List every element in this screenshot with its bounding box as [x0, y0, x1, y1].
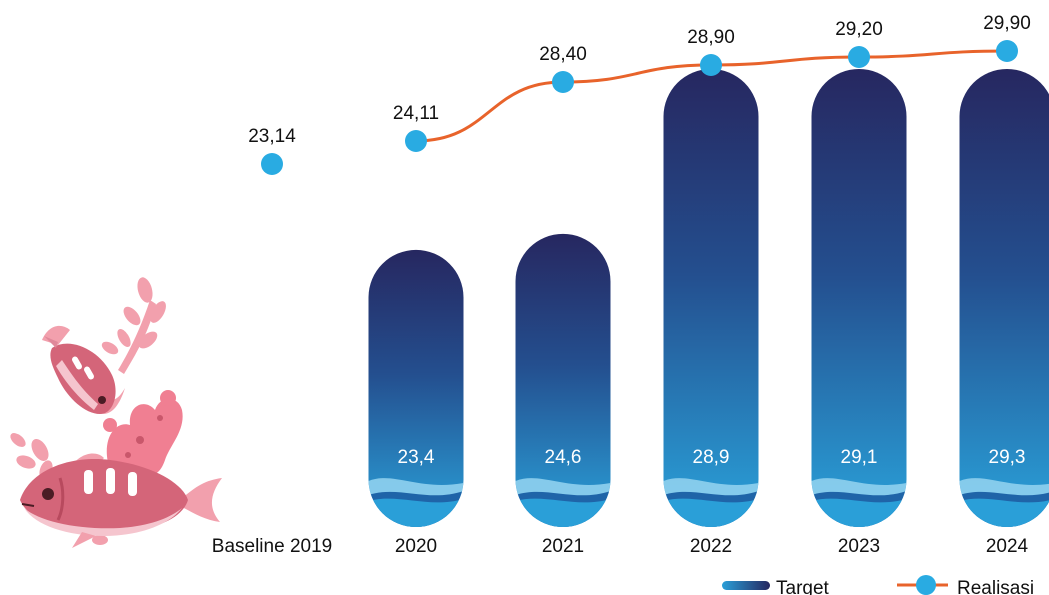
legend-realisasi-label: Realisasi — [957, 578, 1034, 595]
target-value-label: 23,4 — [398, 447, 435, 468]
legend-target-label: Target — [776, 578, 830, 595]
target-bar-2022: 28,9 — [663, 69, 759, 527]
realisasi-value-label: 28,90 — [687, 27, 735, 48]
x-tick-label: 2024 — [986, 536, 1029, 557]
x-tick-label: 2023 — [838, 536, 880, 557]
realisasi-point-2024 — [996, 40, 1018, 62]
fish-coral-illustration — [10, 277, 222, 548]
x-axis-ticks: Baseline 2019 2020 2021 2022 2023 2024 — [212, 536, 1029, 557]
target-bar-2024: 29,3 — [959, 69, 1049, 527]
realisasi-point-Baseline 2019 — [261, 153, 283, 175]
realisasi-value-label: 28,40 — [539, 44, 587, 65]
realisasi-point-2022 — [700, 54, 722, 76]
target-bar-wave — [811, 478, 907, 527]
realisasi-value-label: 29,20 — [835, 19, 883, 40]
realisasi-value-label: 24,11 — [393, 103, 439, 124]
target-bars: 23,4 24,6 28,9 29,1 29,3 — [368, 69, 1049, 528]
target-value-label: 28,9 — [693, 447, 730, 468]
target-bar-body — [959, 69, 1049, 527]
target-bar-wave — [515, 478, 611, 527]
target-bar-2020: 23,4 — [368, 249, 464, 527]
target-value-label: 29,1 — [841, 447, 878, 468]
realisasi-point-2020 — [405, 130, 427, 152]
realisasi-line-layer: 23,14 24,11 28,40 28,90 29,20 29,90 — [248, 13, 1031, 175]
target-bar-body — [515, 233, 611, 528]
x-tick-label: 2021 — [542, 536, 584, 557]
x-tick-label: 2020 — [395, 536, 437, 557]
realisasi-point-2023 — [848, 46, 870, 68]
target-bar-body — [663, 69, 759, 527]
target-bar-2021: 24,6 — [515, 233, 611, 528]
legend-target-swatch — [722, 581, 770, 590]
target-bar-body — [811, 69, 907, 527]
target-bar-wave — [663, 478, 759, 527]
realisasi-point-2021 — [552, 71, 574, 93]
x-tick-label: 2022 — [690, 536, 732, 557]
target-bar-2023: 29,1 — [811, 69, 907, 527]
target-bar-body — [368, 249, 464, 527]
target-value-label: 24,6 — [545, 447, 582, 468]
target-bar-wave — [368, 478, 464, 527]
target-value-label: 29,3 — [989, 447, 1026, 468]
realisasi-value-label: 23,14 — [248, 126, 296, 147]
x-tick-label: Baseline 2019 — [212, 536, 332, 557]
legend: Target Realisasi — [722, 575, 1034, 595]
target-bar-wave — [959, 478, 1049, 527]
legend-realisasi-swatch-marker — [916, 575, 936, 595]
realisasi-value-label: 29,90 — [983, 13, 1031, 34]
